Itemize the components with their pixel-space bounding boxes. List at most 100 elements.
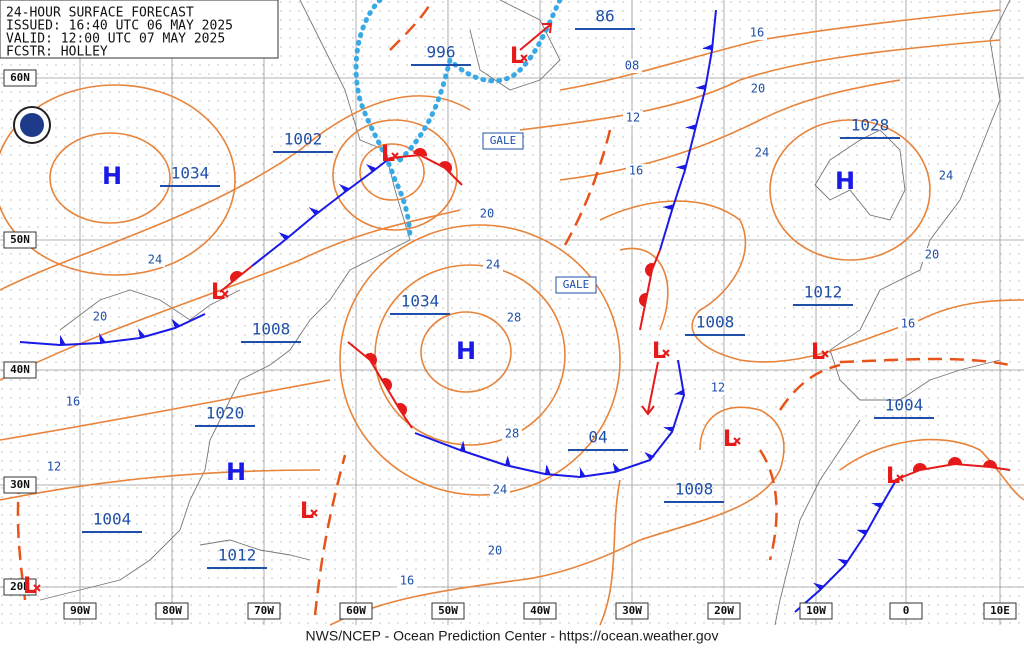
- low-marker: [221, 290, 229, 298]
- isobar-label: 20: [93, 310, 107, 324]
- lon-label-box: [889, 602, 923, 620]
- high-center: H: [835, 167, 855, 195]
- lat-label-box: [3, 231, 37, 249]
- low-center: L: [510, 44, 524, 69]
- isobar-label: 16: [629, 164, 643, 178]
- high-center: H: [456, 337, 476, 365]
- isobar-label-bg: [898, 317, 918, 331]
- lon-label: 60W: [346, 604, 366, 617]
- lat-label-box: [3, 361, 37, 379]
- trough: [16, 0, 1011, 616]
- isobar-label-bg: [397, 574, 417, 588]
- low-marker: [391, 152, 399, 160]
- isobar-label: 08: [625, 59, 639, 73]
- motion-arrow: [519, 23, 553, 51]
- warm-front: [639, 249, 661, 331]
- isobar-label-bg: [622, 59, 642, 73]
- pressure-label: 1008: [675, 480, 714, 499]
- low-marker: [662, 349, 670, 357]
- pressure-label: 86: [595, 7, 614, 26]
- pressure-label: 1012: [804, 283, 843, 302]
- low-marker: [520, 54, 528, 62]
- low-center: L: [723, 427, 737, 452]
- isobar-label-bg: [44, 460, 64, 474]
- isobar-label: 16: [901, 317, 915, 331]
- lon-label: 90W: [70, 604, 90, 617]
- lat-label-box: [3, 69, 37, 87]
- isobar-label-bg: [485, 544, 505, 558]
- lat-label: 60N: [10, 71, 30, 84]
- pressure-label: 1008: [252, 320, 291, 339]
- cold-front: [659, 9, 717, 251]
- isobar-label-bg: [708, 381, 728, 395]
- warm-front: [219, 265, 253, 293]
- lon-label-box: [799, 602, 833, 620]
- low-marker: [33, 584, 41, 592]
- low-center: L: [381, 142, 395, 167]
- lat-label: 40N: [10, 363, 30, 376]
- pressure-label: 996: [427, 43, 456, 62]
- isobar-label: 24: [493, 483, 507, 497]
- low-center: L: [23, 574, 37, 599]
- lon-label-box: [431, 602, 465, 620]
- lon-label-box: [707, 602, 741, 620]
- isobar-label-bg: [747, 26, 767, 40]
- lon-label: 70W: [254, 604, 274, 617]
- pressure-label: 1034: [171, 164, 210, 183]
- isobar-label-bg: [483, 258, 503, 272]
- high-center: H: [102, 162, 122, 190]
- pressure-label: 1002: [284, 130, 323, 149]
- header-line: 24-HOUR SURFACE FORECAST: [6, 6, 194, 21]
- lon-label-box: [523, 602, 557, 620]
- isobar-label: 12: [47, 460, 61, 474]
- isobar-label-bg: [626, 164, 646, 178]
- gale-label: GALE: [490, 134, 517, 147]
- pressure-label: 04: [588, 428, 607, 447]
- isobar-label: 20: [480, 207, 494, 221]
- noaa-logo: [13, 106, 51, 144]
- gale-box: [555, 276, 597, 294]
- low-center: L: [811, 340, 825, 365]
- pressure-label: 1008: [696, 313, 735, 332]
- fronts: [16, 0, 1011, 616]
- lat-label: 20N: [10, 580, 30, 593]
- low-center: L: [300, 499, 314, 524]
- isobar-label-bg: [748, 82, 768, 96]
- pressure-label: 1004: [93, 510, 132, 529]
- lon-label: 10E: [990, 604, 1010, 617]
- isobar-label: 28: [507, 311, 521, 325]
- lon-label-box: [615, 602, 649, 620]
- gale-label: GALE: [563, 278, 590, 291]
- isobar-label: 20: [751, 82, 765, 96]
- isobar-label-bg: [922, 248, 942, 262]
- isobar-label-bg: [145, 253, 165, 267]
- warm-front: [389, 148, 463, 186]
- gale-box: [482, 132, 524, 150]
- header-line: ISSUED: 16:40 UTC 06 MAY 2025: [6, 19, 233, 34]
- lat-label-box: [3, 476, 37, 494]
- isobar-label: 16: [400, 574, 414, 588]
- isobar-label-bg: [502, 427, 522, 441]
- lon-label: 0: [903, 604, 910, 617]
- lon-label-box: [63, 602, 97, 620]
- cold-front: [251, 157, 391, 267]
- warm-front: [894, 457, 1011, 481]
- lon-label: 80W: [162, 604, 182, 617]
- isobar-label: 24: [755, 146, 769, 160]
- isobar-label: 20: [925, 248, 939, 262]
- low-marker: [896, 474, 904, 482]
- lon-label: 40W: [530, 604, 550, 617]
- low-marker: [310, 509, 318, 517]
- isobar-label: 24: [939, 169, 953, 183]
- pressure-label: 1034: [401, 292, 440, 311]
- pressure-label: 1004: [885, 396, 924, 415]
- header-line: VALID: 12:00 UTC 07 MAY 2025: [6, 32, 225, 47]
- high-center: H: [226, 458, 246, 486]
- pressure-label: 1028: [851, 116, 890, 135]
- pressure-label: 1020: [206, 404, 245, 423]
- isobar-label: 20: [488, 544, 502, 558]
- isobar-label-bg: [623, 111, 643, 125]
- isobar-label: 28: [505, 427, 519, 441]
